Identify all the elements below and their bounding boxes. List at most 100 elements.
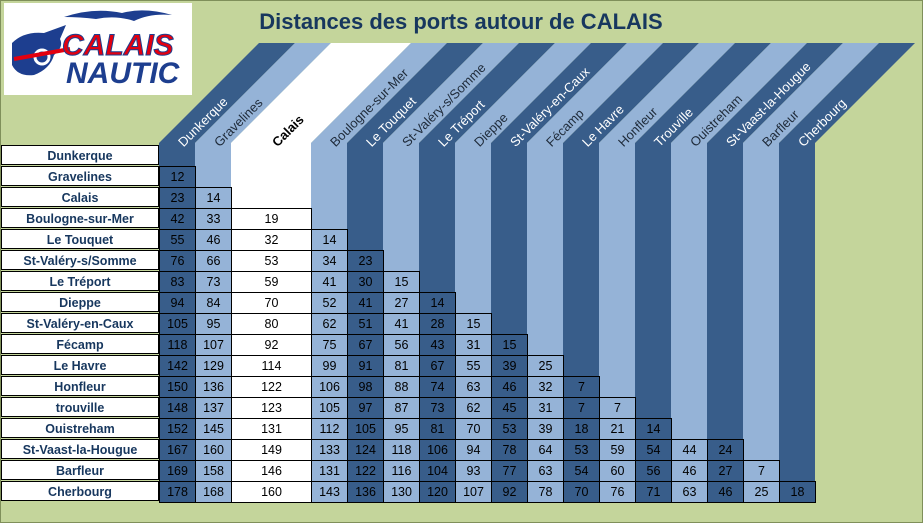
distance-cell: 120 [419,481,456,503]
seagull-icon [64,10,172,21]
distance-cell: 76 [599,481,636,503]
row-label: Barfleur [1,460,159,480]
logo-text-line1: CALAIS [62,29,174,62]
page-title: Distances des ports autour de CALAIS [259,9,663,34]
distance-cell: 42 [159,208,196,230]
column-band [743,143,779,503]
distance-cell: 59 [599,439,636,461]
distance-cell: 104 [419,460,456,482]
distance-cell: 105 [311,397,348,419]
distance-cell: 112 [311,418,348,440]
distance-cell: 106 [311,376,348,398]
distance-cell: 97 [347,397,384,419]
column-header-band [527,43,663,143]
distance-cell: 167 [159,439,196,461]
distance-cell: 160 [231,481,312,503]
distance-cell: 105 [159,313,196,335]
row-label: Gravelines [1,166,159,186]
distance-cell: 18 [563,418,600,440]
distance-cell: 31 [455,334,492,356]
column-header-band [419,43,555,143]
distance-cell: 32 [231,229,312,251]
distance-cell: 99 [311,355,348,377]
distance-cell: 64 [527,439,564,461]
distance-cell: 25 [527,355,564,377]
distance-cell: 145 [195,418,232,440]
distance-cell: 54 [563,460,600,482]
distance-cell: 18 [779,481,816,503]
distance-cell: 122 [347,460,384,482]
distance-cell: 105 [347,418,384,440]
row-label: Le Tréport [1,271,159,291]
distance-cell: 78 [491,439,528,461]
distance-cell: 43 [419,334,456,356]
distance-cell: 131 [311,460,348,482]
distance-cell: 46 [671,460,708,482]
distance-cell: 136 [195,376,232,398]
column-header-band [563,43,699,143]
row-label: Calais [1,187,159,207]
distance-cell: 70 [563,481,600,503]
column-header-band [455,43,591,143]
distance-cell: 31 [527,397,564,419]
distance-cell: 67 [419,355,456,377]
distance-cell: 7 [563,376,600,398]
distance-cell: 62 [455,397,492,419]
distance-cell: 63 [527,460,564,482]
distance-cell: 80 [231,313,312,335]
distance-cell: 54 [635,439,672,461]
row-label: trouville [1,397,159,417]
distance-cell: 83 [159,271,196,293]
distance-cell: 73 [195,271,232,293]
distance-cell: 118 [383,439,420,461]
distance-cell: 94 [455,439,492,461]
distance-cell: 27 [383,292,420,314]
distance-cell: 124 [347,439,384,461]
distance-cell: 28 [419,313,456,335]
distance-cell: 39 [491,355,528,377]
row-label: Boulogne-sur-Mer [1,208,159,228]
distance-cell: 52 [311,292,348,314]
distance-cell: 131 [231,418,312,440]
distance-cell: 66 [195,250,232,272]
distance-cell: 123 [231,397,312,419]
distance-cell: 81 [419,418,456,440]
distance-cell: 152 [159,418,196,440]
distance-cell: 27 [707,460,744,482]
column-header-band [635,43,771,143]
distance-cell: 14 [195,187,232,209]
distance-cell: 56 [635,460,672,482]
distance-cell: 84 [195,292,232,314]
distance-cell: 114 [231,355,312,377]
row-label: Dieppe [1,292,159,312]
distance-cell: 7 [743,460,780,482]
column-header-band [599,43,735,143]
distance-cell: 106 [419,439,456,461]
distance-cell: 143 [311,481,348,503]
distance-cell: 7 [563,397,600,419]
distance-cell: 55 [455,355,492,377]
distance-cell: 92 [231,334,312,356]
row-label: Fécamp [1,334,159,354]
logo-graphic: CALAIS NAUTIC [12,10,181,90]
distance-cell: 51 [347,313,384,335]
distance-cell: 178 [159,481,196,503]
distance-cell: 53 [491,418,528,440]
column-header-band [779,43,915,143]
distance-cell: 73 [419,397,456,419]
column-header-band [311,43,447,143]
distance-cell: 24 [707,439,744,461]
column-header-band [743,43,879,143]
distance-cell: 12 [159,166,196,188]
distance-cell: 91 [347,355,384,377]
distance-cell: 39 [527,418,564,440]
distance-cell: 118 [159,334,196,356]
distance-cell: 34 [311,250,348,272]
distance-cell: 95 [383,418,420,440]
row-label: Cherbourg [1,481,159,501]
column-header-band [159,43,295,143]
distance-cell: 98 [347,376,384,398]
distance-cell: 88 [383,376,420,398]
distance-cell: 32 [527,376,564,398]
